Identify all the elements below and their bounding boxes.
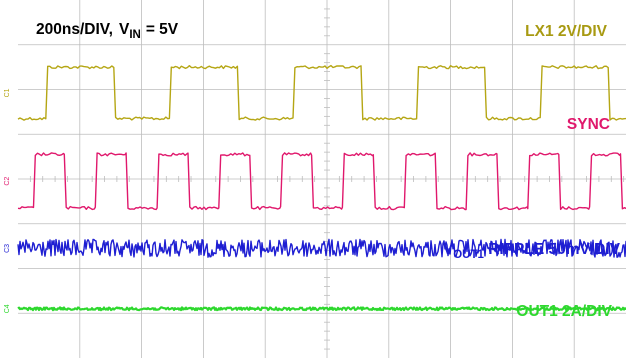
lx1-trace <box>17 64 626 121</box>
channel-markers: C1 C2 C3 C4 <box>4 88 11 313</box>
channel-marker: C1 <box>4 88 11 97</box>
lx1-channel-label: LX1 2V/DIV <box>525 23 607 40</box>
sync-trace <box>17 152 626 211</box>
vout1-channel-label: VOUT1 RIPPLE 50mV/DIV <box>443 241 621 261</box>
time-scale-label: 200ns/DIV, <box>36 21 113 38</box>
vout1-label-main: V <box>443 241 454 258</box>
channel-marker: C4 <box>4 304 11 313</box>
out1-channel-label: OUT1 2A/DIV <box>516 303 612 320</box>
vin-subscript: IN <box>129 29 141 41</box>
graticule <box>18 0 626 358</box>
vin-symbol: V <box>119 21 130 38</box>
vin-value: = 5V <box>146 21 179 38</box>
vout1-label-subscript: OUT1 <box>453 249 484 261</box>
channel-marker: C2 <box>4 177 11 186</box>
chart-title: 200ns/DIV, VIN = 5V <box>36 21 179 41</box>
out1-trace <box>17 306 626 312</box>
vout1-label-rest: RIPPLE 50mV/DIV <box>484 241 621 258</box>
waveform-traces <box>17 64 626 312</box>
vout1-trace <box>17 238 626 258</box>
sync-channel-label: SYNC <box>567 116 610 133</box>
channel-marker: C3 <box>4 244 11 253</box>
